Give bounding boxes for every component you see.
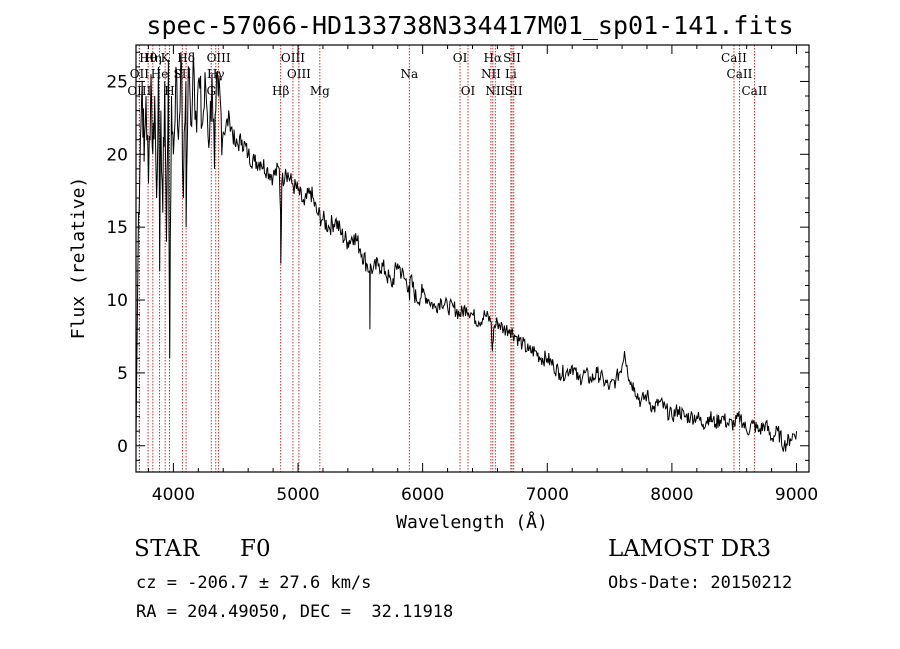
- line-marker-label: Na: [400, 67, 418, 81]
- line-marker-label: CaII: [727, 67, 753, 81]
- y-axis-label: Flux (relative): [68, 177, 89, 340]
- y-tick-label: 0: [117, 437, 128, 457]
- line-marker-label: NII: [481, 67, 501, 81]
- line-marker-label: He: [151, 67, 169, 81]
- x-tick-label: 8000: [650, 485, 693, 505]
- y-tick-label: 15: [106, 218, 128, 238]
- x-tick-label: 9000: [775, 485, 818, 505]
- line-marker-label: Hα: [484, 51, 503, 65]
- x-axis: 4000 5000 6000 7000 8000 9000: [147, 45, 818, 505]
- y-tick-label: 5: [117, 364, 128, 384]
- x-tick-label: 4000: [152, 485, 195, 505]
- line-marker-label: OIII: [207, 51, 231, 65]
- spectrum-line: [135, 52, 797, 452]
- line-marker-label: NII: [485, 84, 505, 98]
- ra-dec-coordinates: RA = 204.49050, DEC = 32.11918: [136, 602, 454, 622]
- line-marker-label: CaII: [721, 51, 747, 65]
- line-marker-label: OI: [461, 84, 476, 98]
- x-axis-label: Wavelength (Å): [396, 511, 548, 533]
- object-subclass: F0: [240, 536, 271, 562]
- y-tick-label: 25: [106, 72, 128, 92]
- x-tick-label: 6000: [401, 485, 444, 505]
- y-axis: 0 5 10 15 20 25: [106, 51, 809, 461]
- x-tick-label: 7000: [526, 485, 569, 505]
- spectrum-series: [135, 52, 797, 452]
- line-marker-label: SII: [503, 51, 521, 65]
- y-tick-label: 10: [106, 291, 128, 311]
- line-marker-label: SII: [174, 67, 192, 81]
- line-marker-label: OI: [453, 51, 468, 65]
- line-marker-label: Mg: [310, 84, 330, 98]
- line-marker-label: SII: [505, 84, 523, 98]
- plot-frame: [135, 44, 810, 473]
- y-tick-label: 20: [106, 145, 128, 165]
- object-class: STAR: [134, 536, 200, 562]
- line-marker-label: OII: [130, 67, 150, 81]
- line-marker-label: CaII: [741, 84, 767, 98]
- redshift-velocity: cz = -206.7 ± 27.6 km/s: [136, 573, 372, 593]
- line-marker-label: OIII: [287, 67, 311, 81]
- survey-name: LAMOST DR3: [608, 536, 772, 562]
- line-marker-label: OIII: [127, 84, 151, 98]
- line-marker-label: H: [164, 84, 174, 98]
- line-marker-label: Li: [505, 67, 517, 81]
- observation-date: Obs-Date: 20150212: [608, 573, 793, 593]
- x-tick-label: 5000: [276, 485, 319, 505]
- chart-title: spec-57066-HD133738N334417M01_sp01-141.f…: [146, 11, 793, 40]
- line-marker-label: Hη: [144, 51, 162, 65]
- line-marker-label: K: [161, 51, 171, 65]
- line-marker-label: Hγ: [207, 67, 225, 81]
- line-marker-label: Hβ: [272, 84, 289, 98]
- line-marker-label: Hδ: [177, 51, 195, 65]
- line-marker-label: OIII: [281, 51, 305, 65]
